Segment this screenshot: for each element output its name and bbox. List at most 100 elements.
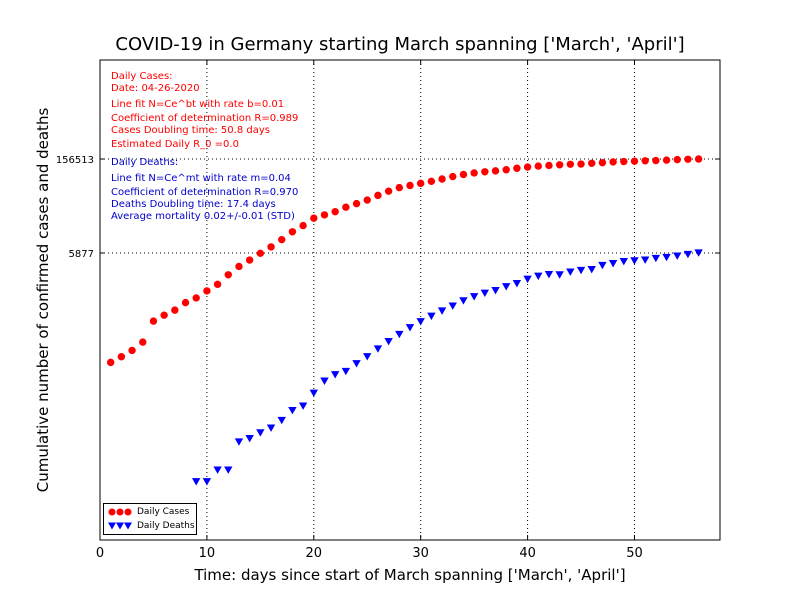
y-tick-label: 156513 <box>56 155 94 166</box>
legend-label-deaths: Daily Deaths <box>137 521 195 531</box>
deaths-annotation-fit: Line fit N=Ce^mt with rate m=0.04 <box>111 173 291 184</box>
data-point-cases <box>620 157 628 166</box>
axis-ticks: 0 10 20 30 40 50 5877 156513 <box>56 60 720 561</box>
data-point-deaths <box>330 371 340 379</box>
data-point-cases <box>171 306 179 314</box>
data-point-cases <box>652 156 660 165</box>
data-point-deaths <box>245 435 254 443</box>
data-point-cases <box>416 179 425 188</box>
data-point-cases <box>181 298 190 307</box>
data-point-cases <box>139 338 147 346</box>
legend-item-deaths: Daily Deaths <box>104 520 196 532</box>
data-point-cases <box>427 177 436 186</box>
data-point-cases <box>481 168 489 176</box>
data-point-deaths <box>320 377 329 385</box>
x-tick-label: 50 <box>626 546 643 561</box>
data-point-cases <box>459 170 468 179</box>
data-point-deaths <box>427 312 436 321</box>
data-point-cases <box>149 317 158 325</box>
data-point-deaths <box>437 307 447 315</box>
data-point-deaths <box>683 250 693 259</box>
data-point-cases <box>513 164 521 172</box>
cases-annotation-r: Coefficient of determination R=0.989 <box>111 113 299 124</box>
x-tick-label: 10 <box>199 546 216 561</box>
y-tick-label: 5877 <box>69 249 94 260</box>
data-point-deaths <box>256 429 265 437</box>
data-point-cases <box>470 169 478 177</box>
data-point-cases <box>374 191 382 200</box>
data-point-deaths <box>640 256 650 264</box>
data-point-deaths <box>630 257 639 265</box>
data-point-deaths <box>587 265 596 274</box>
data-point-cases <box>630 157 639 165</box>
data-point-deaths <box>213 466 222 474</box>
data-point-cases <box>203 287 211 295</box>
data-point-deaths <box>566 268 575 276</box>
series-daily-cases <box>106 155 703 367</box>
data-point-deaths <box>512 280 522 288</box>
x-tick-label: 40 <box>519 546 536 561</box>
data-point-deaths <box>469 293 479 301</box>
data-point-deaths <box>651 254 661 263</box>
data-point-cases <box>235 262 243 271</box>
data-point-cases <box>384 187 393 195</box>
data-point-deaths <box>352 360 361 368</box>
data-point-cases <box>641 157 649 165</box>
data-point-cases <box>331 207 339 216</box>
data-point-deaths <box>277 416 286 425</box>
cases-annotation-r0: Estimated Daily R_0 =0.0 <box>111 139 239 150</box>
data-point-deaths <box>234 438 244 446</box>
data-point-cases <box>267 243 275 251</box>
data-point-cases <box>106 358 115 367</box>
data-point-deaths <box>288 406 297 415</box>
data-point-cases <box>502 166 510 174</box>
data-point-deaths <box>309 389 318 397</box>
data-point-cases <box>192 294 200 302</box>
legend-marker-deaths <box>108 522 132 530</box>
data-point-deaths <box>523 275 532 284</box>
data-point-deaths <box>341 367 351 376</box>
data-point-deaths <box>673 252 682 260</box>
data-point-cases <box>299 221 307 230</box>
data-point-cases <box>363 196 371 204</box>
data-point-deaths <box>448 302 457 310</box>
data-point-deaths <box>192 478 201 486</box>
data-point-cases <box>128 346 136 355</box>
grid-lines <box>100 60 720 540</box>
data-point-deaths <box>555 271 564 279</box>
y-axis-label: Cumulative number of confirmed cases and… <box>34 107 52 493</box>
deaths-annotation-doubling: Deaths Doubling time: 17.4 days <box>111 199 276 210</box>
data-point-deaths <box>576 266 586 275</box>
data-point-deaths <box>395 330 404 339</box>
data-point-cases <box>213 280 222 289</box>
data-point-deaths <box>459 297 468 305</box>
plot-area <box>99 59 721 541</box>
data-point-cases <box>320 211 329 219</box>
data-point-cases <box>117 353 126 361</box>
data-point-cases <box>662 156 671 164</box>
data-point-deaths <box>416 318 425 326</box>
deaths-annotation-mortality: Average mortality 0.02+/-0.01 (STD) <box>111 211 295 222</box>
data-point-deaths <box>373 345 383 353</box>
data-point-deaths <box>662 253 671 262</box>
x-axis-label: Time: days since start of March spanning… <box>194 566 626 584</box>
data-point-cases <box>256 249 265 258</box>
data-point-deaths <box>502 283 511 291</box>
deaths-annotation-r: Coefficient of determination R=0.970 <box>111 187 299 198</box>
x-tick-label: 20 <box>306 546 323 561</box>
data-point-cases <box>684 155 692 163</box>
data-point-deaths <box>266 424 276 432</box>
data-point-deaths <box>480 289 490 298</box>
deaths-annotation-header: Daily Deaths: <box>111 157 179 168</box>
data-point-deaths <box>694 249 703 257</box>
data-point-cases <box>534 162 542 170</box>
data-point-cases <box>438 175 446 183</box>
data-point-cases <box>598 158 607 167</box>
cases-annotation-date: Date: 04-26-2020 <box>111 83 200 94</box>
data-point-cases <box>224 271 232 279</box>
chart-legend: Daily Cases Daily Deaths <box>103 503 197 535</box>
data-point-cases <box>160 311 168 319</box>
data-point-cases <box>245 256 254 264</box>
data-point-deaths <box>405 324 415 332</box>
